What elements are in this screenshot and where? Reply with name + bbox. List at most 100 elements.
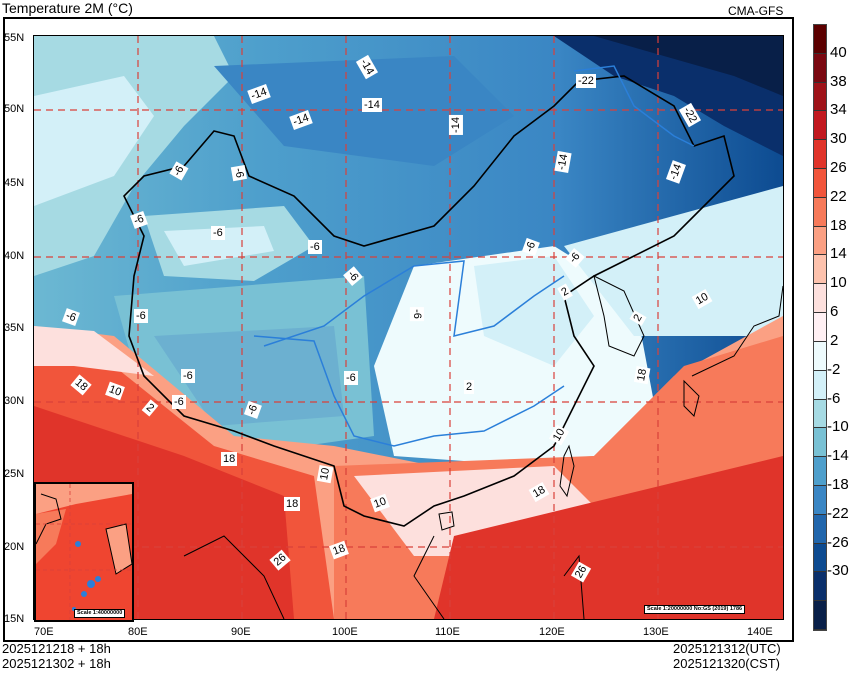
- colorbar-bin: [814, 514, 826, 544]
- river-yellow: [263, 260, 565, 347]
- colorbar-bin: [814, 284, 826, 314]
- longitude-label: 70E: [34, 626, 54, 638]
- colorbar-bin: [814, 197, 826, 227]
- contour-label: -22: [576, 74, 596, 88]
- contour-label: -6: [181, 369, 195, 383]
- colorbar-bin: [814, 572, 826, 602]
- longitude-label: 140E: [747, 626, 773, 638]
- colorbar-bin: [814, 341, 826, 371]
- valid-time-cst: 2025121320(CST): [673, 656, 780, 671]
- colorbar-bin: [814, 428, 826, 458]
- latitude-label: 50N: [4, 103, 25, 115]
- colorbar-tick-label: -30: [827, 562, 849, 580]
- contour-label: -14: [448, 115, 463, 135]
- contour-label: -6: [134, 309, 148, 323]
- south-china-sea-inset: Scale 1:40000000: [34, 482, 134, 622]
- colorbar-tick-label: 38: [830, 72, 847, 90]
- contour-label: -14: [362, 98, 382, 112]
- outer-frame: [3, 17, 794, 642]
- coastline: [563, 554, 585, 619]
- colorbar-tick-label: 26: [830, 159, 847, 177]
- colorbar-tick-label: -14: [827, 447, 849, 465]
- colorbar-bin: [814, 543, 826, 573]
- contour-label: -6: [344, 371, 358, 385]
- latitude-label: 20N: [4, 541, 25, 553]
- colorbar-bin: [814, 53, 826, 83]
- coastline: [413, 535, 445, 619]
- latitude-label: 45N: [4, 177, 25, 189]
- colorbar-bin: [814, 485, 826, 515]
- contour-label: -6: [308, 240, 322, 254]
- colorbar-tick-label: -10: [827, 418, 849, 436]
- colorbar-bin: [814, 169, 826, 198]
- colorbar-tick-label: -18: [827, 475, 849, 493]
- river-yangtze: [253, 335, 565, 447]
- contour-label: -6: [172, 395, 186, 409]
- latitude-label: 30N: [4, 395, 25, 407]
- colorbar-tick-label: -22: [827, 504, 849, 522]
- colorbar-bin: [814, 25, 826, 54]
- colorbar-tick-label: 10: [830, 274, 847, 292]
- country-border: [123, 75, 735, 527]
- colorbar-bin: [814, 82, 826, 112]
- contour-label: -6: [230, 164, 247, 182]
- contour-label: 10: [316, 464, 334, 484]
- contour-label: -6: [409, 307, 424, 321]
- contour-label: 18: [221, 452, 238, 466]
- latitude-label: 35N: [4, 322, 25, 334]
- colorbar-tick-label: -6: [827, 389, 841, 407]
- coastline: [683, 379, 700, 417]
- contour-label: 18: [284, 497, 301, 511]
- longitude-label: 120E: [539, 626, 565, 638]
- contour-label: 2: [464, 380, 475, 394]
- contour-label: -6: [211, 226, 225, 240]
- colorbar-bin: [814, 255, 826, 285]
- colorbar-tick-label: -2: [827, 360, 841, 378]
- colorbar-tick-label: 22: [830, 187, 847, 205]
- colorbar-bin: [814, 140, 826, 170]
- colorbar-tick-label: 40: [830, 43, 847, 61]
- colorbar: [813, 24, 827, 631]
- colorbar-tick-label: 6: [830, 303, 839, 321]
- colorbar-bin: [814, 111, 826, 141]
- colorbar-tick-label: 2: [830, 331, 839, 349]
- longitude-label: 100E: [332, 626, 358, 638]
- colorbar-bin: [814, 226, 826, 256]
- river-amur: [573, 65, 695, 147]
- colorbar-bin: [814, 313, 826, 342]
- coastline: [183, 535, 285, 619]
- longitude-label: 90E: [231, 626, 251, 638]
- colorbar-bin: [814, 399, 826, 429]
- colorbar-tick-label: 14: [830, 245, 847, 263]
- latitude-label: 25N: [4, 468, 25, 480]
- longitude-label: 130E: [643, 626, 669, 638]
- coastline: [691, 285, 783, 377]
- temperature-field: [34, 36, 783, 619]
- longitude-label: 110E: [435, 626, 460, 638]
- colorbar-tick-label: 34: [830, 101, 847, 119]
- coastline: [438, 511, 455, 531]
- coastline: [593, 275, 645, 357]
- colorbar-tick-label: -26: [827, 533, 849, 551]
- coastline: [559, 444, 575, 498]
- inset-scale: Scale 1:40000000: [74, 609, 126, 618]
- colorbar-tick-label: 18: [830, 216, 847, 234]
- valid-time-utc: 2025121312(UTC): [673, 641, 781, 656]
- inset-map: [36, 484, 132, 620]
- model-name: CMA-GFS: [728, 4, 784, 18]
- map-scale: Scale 1:20000000 No:GS (2019) 1786: [644, 605, 746, 614]
- latitude-label: 15N: [4, 613, 25, 625]
- contour-label: 18: [633, 365, 651, 385]
- latitude-label: 55N: [4, 32, 25, 44]
- colorbar-bin: [814, 370, 826, 400]
- colorbar-bin: [814, 601, 826, 630]
- init-time-utc: 2025121218 + 18h: [2, 641, 111, 656]
- chart-title: Temperature 2M (°C): [2, 0, 133, 16]
- colorbar-bin: [814, 457, 826, 486]
- graticule: [34, 36, 783, 619]
- temperature-map: Scale 1:20000000 No:GS (2019) 1786: [33, 35, 784, 620]
- colorbar-tick-label: 30: [830, 130, 847, 148]
- init-time-cst: 2025121302 + 18h: [2, 656, 111, 671]
- longitude-label: 80E: [128, 626, 148, 638]
- latitude-label: 40N: [4, 250, 25, 262]
